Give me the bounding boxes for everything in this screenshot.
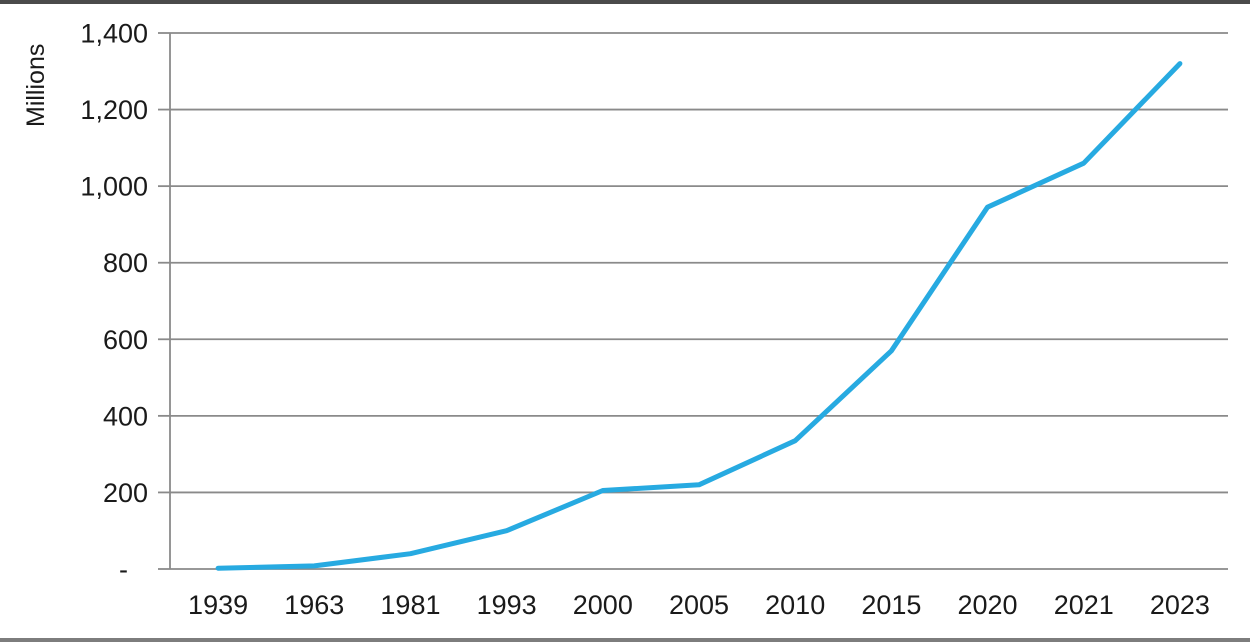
y-tick-label: 200 (103, 478, 148, 508)
x-tick-label: 2000 (573, 590, 633, 620)
y-axis-title: Millions (22, 44, 50, 127)
y-tick-label: 1,200 (80, 95, 148, 125)
top-border (0, 0, 1250, 4)
x-tick-label: 2020 (958, 590, 1018, 620)
y-tick-label: 1,000 (80, 172, 148, 202)
y-tick-label: 1,400 (80, 19, 148, 49)
y-tick-label: - (119, 555, 128, 585)
x-tick-label: 2010 (765, 590, 825, 620)
x-tick-label: 2015 (861, 590, 921, 620)
x-tick-label: 2005 (669, 590, 729, 620)
y-tick-label: 400 (103, 401, 148, 431)
x-tick-label: 1939 (188, 590, 248, 620)
x-tick-label: 2023 (1150, 590, 1210, 620)
x-tick-label: 1963 (284, 590, 344, 620)
data-line (215, 61, 1183, 571)
x-tick-label: 1993 (477, 590, 537, 620)
y-tick-label: 600 (103, 325, 148, 355)
y-tick-label: 800 (103, 248, 148, 278)
x-tick-label: 1981 (380, 590, 440, 620)
x-tick-label: 2021 (1054, 590, 1114, 620)
bottom-border (0, 638, 1250, 642)
